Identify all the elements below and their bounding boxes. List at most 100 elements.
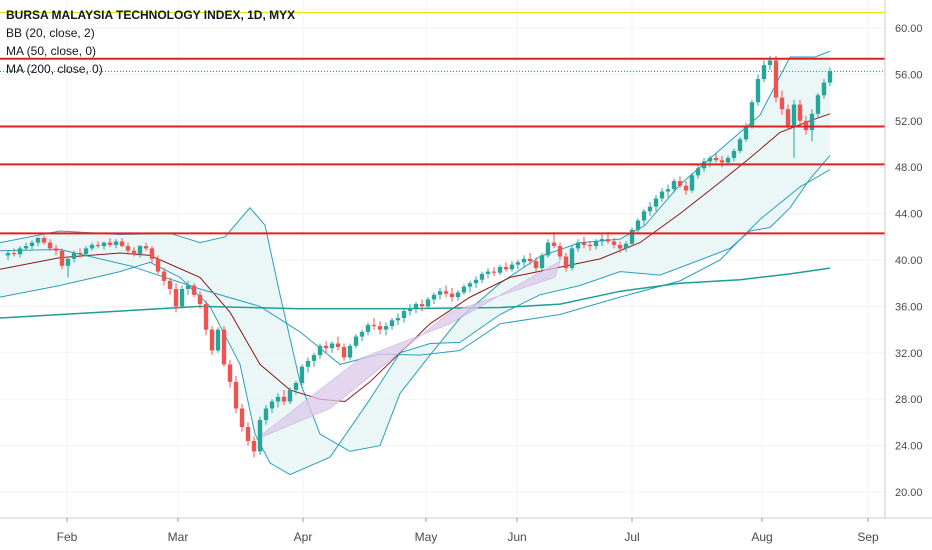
candle-body bbox=[137, 246, 143, 255]
candle-body bbox=[221, 329, 227, 365]
bollinger-upper-line bbox=[0, 50, 831, 452]
candle-body bbox=[821, 82, 827, 96]
candles bbox=[5, 55, 833, 458]
candle-body bbox=[617, 244, 623, 249]
candle-body bbox=[53, 248, 59, 251]
candle-body bbox=[713, 157, 719, 161]
candle-body bbox=[269, 401, 275, 409]
candle-body bbox=[167, 280, 173, 289]
candle-body bbox=[497, 266, 503, 273]
candle-body bbox=[89, 244, 95, 249]
ma50-indicator-label[interactable]: MA (50, close, 0) bbox=[6, 44, 97, 58]
candle-body bbox=[119, 241, 125, 247]
candle-body bbox=[533, 261, 539, 269]
x-tick-label: Sep bbox=[857, 530, 879, 544]
bollinger-fill bbox=[0, 51, 830, 475]
candle-body bbox=[689, 175, 695, 191]
time-axis[interactable]: Feb Mar Apr May Jun Jul Aug Sep bbox=[0, 517, 932, 544]
candle-body bbox=[257, 420, 263, 452]
candle-body bbox=[281, 396, 287, 402]
candle-body bbox=[755, 79, 761, 103]
candle-body bbox=[113, 241, 119, 245]
candle-body bbox=[761, 65, 767, 80]
candle-body bbox=[191, 285, 197, 295]
bb-indicator-label[interactable]: BB (20, close, 2) bbox=[6, 26, 95, 40]
candle-body bbox=[551, 242, 557, 247]
candle-body bbox=[593, 241, 599, 247]
candle-body bbox=[419, 304, 425, 307]
candle-body bbox=[647, 206, 653, 212]
candle-body bbox=[17, 248, 23, 255]
candle-body bbox=[641, 211, 647, 221]
candle-body bbox=[95, 244, 101, 247]
candle-body bbox=[11, 253, 17, 255]
candle-body bbox=[71, 253, 77, 259]
x-tick-label: May bbox=[415, 530, 438, 544]
candle-body bbox=[173, 289, 179, 307]
ma200-indicator-label[interactable]: MA (200, close, 0) bbox=[6, 62, 103, 76]
candle-body bbox=[671, 181, 677, 190]
candle-body bbox=[827, 71, 833, 83]
candle-body bbox=[425, 299, 431, 307]
candle-body bbox=[473, 279, 479, 284]
candle-body bbox=[125, 246, 131, 251]
candle-body bbox=[707, 157, 713, 162]
candle-body bbox=[725, 157, 731, 163]
candle-body bbox=[683, 185, 689, 191]
symbol-title[interactable]: BURSA MALAYSIA TECHNOLOGY INDEX, 1D, MYX bbox=[6, 8, 296, 22]
candle-body bbox=[515, 262, 521, 265]
candle-body bbox=[431, 294, 437, 300]
candle-body bbox=[521, 258, 527, 263]
candle-body bbox=[101, 242, 107, 247]
candle-body bbox=[659, 191, 665, 199]
candle-body bbox=[677, 181, 683, 186]
candle-body bbox=[5, 253, 11, 256]
candle-body bbox=[227, 364, 233, 382]
candle-body bbox=[143, 246, 149, 249]
candle-body bbox=[635, 220, 641, 230]
y-tick-label: 44.00 bbox=[895, 209, 923, 221]
candle-body bbox=[29, 242, 35, 247]
candle-body bbox=[485, 271, 491, 274]
candle-body bbox=[215, 329, 221, 351]
candle-body bbox=[791, 104, 797, 126]
candle-body bbox=[305, 360, 311, 367]
candle-body bbox=[317, 345, 323, 356]
candle-body bbox=[359, 331, 365, 337]
candle-body bbox=[779, 97, 785, 110]
candle-body bbox=[443, 291, 449, 294]
candle-body bbox=[797, 104, 803, 121]
candle-body bbox=[263, 408, 269, 421]
candle-body bbox=[233, 381, 239, 409]
candle-body bbox=[149, 248, 155, 259]
candle-body bbox=[467, 283, 473, 287]
candle-body bbox=[527, 258, 533, 262]
candle-body bbox=[809, 113, 815, 131]
y-tick-label: 20.00 bbox=[895, 487, 923, 499]
candle-body bbox=[377, 326, 383, 330]
candle-body bbox=[509, 264, 515, 270]
candle-body bbox=[389, 320, 395, 327]
candle-body bbox=[449, 293, 455, 298]
candle-body bbox=[653, 198, 659, 207]
candle-body bbox=[455, 292, 461, 298]
candle-body bbox=[161, 271, 167, 281]
candle-body bbox=[719, 160, 725, 163]
candle-body bbox=[341, 347, 347, 358]
candle-body bbox=[347, 345, 353, 358]
bollinger-bands bbox=[0, 50, 831, 476]
candle-body bbox=[203, 304, 209, 330]
candle-body bbox=[329, 343, 335, 349]
candle-body bbox=[335, 343, 341, 347]
candle-body bbox=[395, 318, 401, 321]
candle-body bbox=[599, 239, 605, 242]
candle-body bbox=[587, 244, 593, 247]
candle-body bbox=[743, 125, 749, 140]
x-tick-label: Mar bbox=[168, 530, 189, 544]
wedge-pattern bbox=[254, 260, 561, 441]
candle-body bbox=[437, 291, 443, 295]
candle-body bbox=[569, 248, 575, 269]
candle-body bbox=[251, 440, 257, 452]
price-axis[interactable]: 20.00 24.00 28.00 32.00 36.00 40.00 44.00 48.00… bbox=[884, 0, 932, 550]
